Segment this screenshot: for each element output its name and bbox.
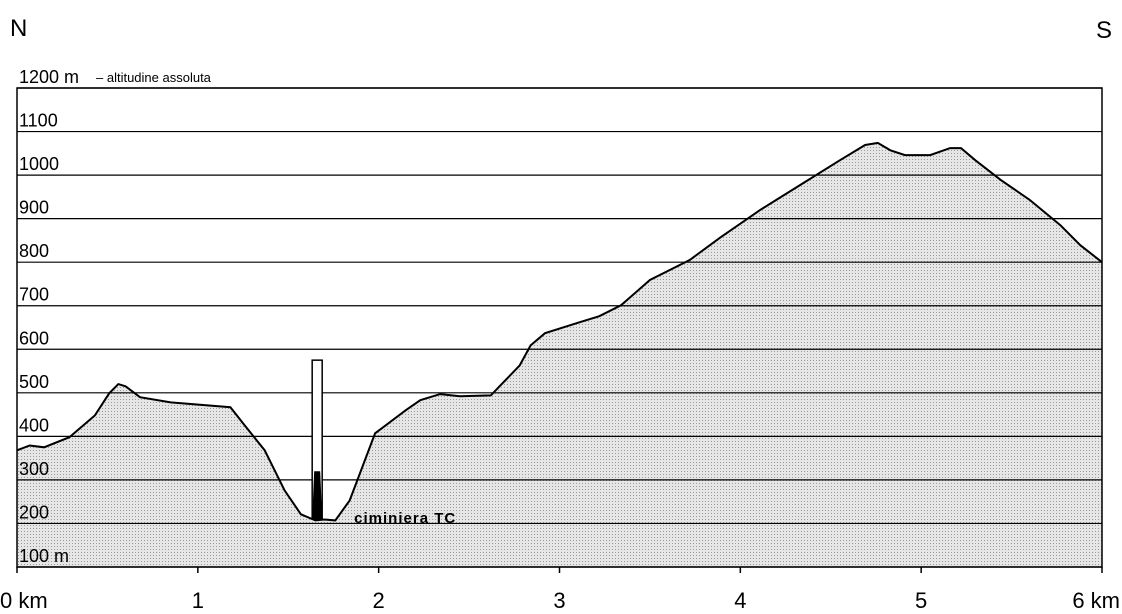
x-tick-label: 5 [915, 588, 927, 613]
x-tick-label: 3 [553, 588, 565, 613]
terrain-fill [17, 143, 1102, 567]
y-tick-label: 800 [19, 241, 49, 261]
x-tick-label: 2 [373, 588, 385, 613]
chimney-label: ciminiera TC [354, 510, 456, 527]
page: {"chart_data": { "type": "area", "left_l… [0, 0, 1122, 614]
y-tick-label: 100 m [19, 546, 69, 566]
y-tick-label: 400 [19, 415, 49, 435]
y-tick-label: 900 [19, 198, 49, 218]
x-tick-label: 1 [192, 588, 204, 613]
y-tick-label: 1200 m [19, 67, 79, 87]
south-label: S [1096, 17, 1112, 44]
y-tick-label: 500 [19, 372, 49, 392]
y-tick-label: 700 [19, 285, 49, 305]
y-annotation: – altitudine assoluta [96, 70, 212, 85]
x-tick-label: 4 [734, 588, 746, 613]
y-tick-label: 300 [19, 459, 49, 479]
y-tick-label: 600 [19, 328, 49, 348]
x-tick-label: 6 km [1072, 588, 1120, 613]
x-tick-label: 0 km [0, 588, 48, 613]
north-label: N [10, 15, 27, 42]
chart: N S 1200 m 1100 1000 900 800 700 600 500 400 300 2… [0, 0, 1122, 614]
y-tick-label: 1000 [19, 154, 59, 174]
y-tick-label: 200 [19, 502, 49, 522]
y-tick-label: 1100 [19, 111, 58, 131]
